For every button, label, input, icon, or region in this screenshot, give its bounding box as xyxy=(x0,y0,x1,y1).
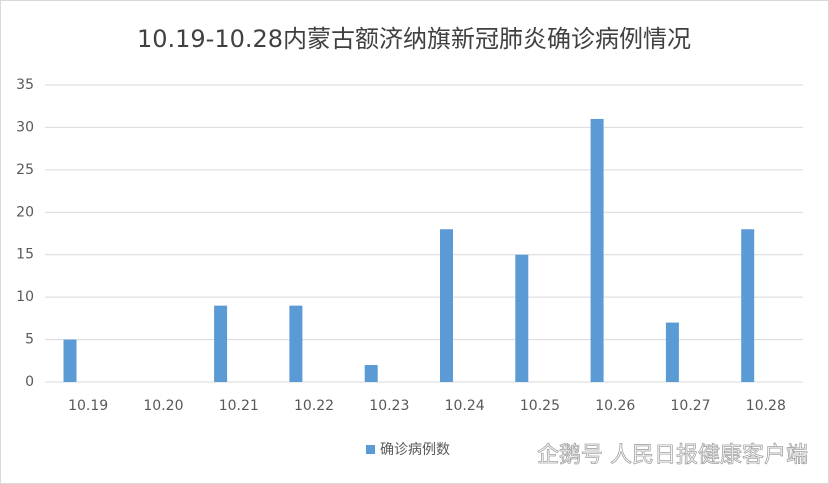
x-tick-label: 10.26 xyxy=(595,398,635,414)
x-tick-label: 10.20 xyxy=(143,398,183,414)
legend-label: 确诊病例数 xyxy=(380,442,450,458)
y-tick-label: 25 xyxy=(16,162,34,178)
x-tick-label: 10.25 xyxy=(520,398,560,414)
y-tick-label: 30 xyxy=(16,119,34,135)
chart-title: 10.19-10.28内蒙古额济纳旗新冠肺炎确诊病例情况 xyxy=(137,25,691,53)
x-tick-label: 10.21 xyxy=(219,398,259,414)
bar xyxy=(364,365,378,382)
bar xyxy=(590,118,604,382)
bar xyxy=(214,305,228,382)
y-tick-label: 5 xyxy=(25,332,34,348)
bar xyxy=(741,229,755,382)
y-tick-label: 35 xyxy=(16,77,34,93)
bar xyxy=(515,254,529,382)
x-tick-label: 10.22 xyxy=(294,398,334,414)
bar xyxy=(289,305,303,382)
bar xyxy=(665,322,679,382)
legend-swatch xyxy=(366,445,375,454)
x-tick-label: 10.28 xyxy=(746,398,786,414)
y-tick-label: 10 xyxy=(16,289,34,305)
x-tick-label: 10.23 xyxy=(369,398,409,414)
watermark: 企鹅号 人民日报健康客户端 xyxy=(537,443,808,468)
y-tick-label: 0 xyxy=(25,374,34,390)
y-tick-label: 20 xyxy=(16,204,34,220)
x-tick-label: 10.27 xyxy=(671,398,711,414)
bar xyxy=(63,339,77,382)
bar xyxy=(440,229,453,382)
x-tick-label: 10.19 xyxy=(68,398,108,414)
y-tick-label: 15 xyxy=(16,247,34,263)
x-tick-label: 10.24 xyxy=(445,398,485,414)
